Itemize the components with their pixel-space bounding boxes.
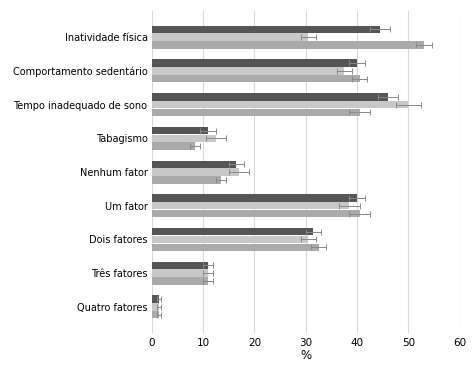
Bar [152, 135, 216, 142]
Bar [152, 194, 357, 202]
Bar [152, 101, 409, 108]
Bar [152, 41, 424, 49]
Bar [152, 262, 208, 269]
Bar [152, 34, 308, 41]
Bar [152, 236, 308, 243]
Bar [152, 295, 159, 303]
X-axis label: %: % [300, 349, 311, 362]
Bar [152, 243, 319, 251]
Bar [152, 26, 380, 33]
Bar [152, 142, 195, 150]
Bar [152, 60, 357, 67]
Bar [152, 67, 344, 75]
Bar [152, 311, 159, 318]
Bar [152, 127, 208, 134]
Bar [152, 269, 208, 277]
Bar [152, 93, 388, 101]
Bar [152, 176, 221, 184]
Bar [152, 161, 237, 168]
Bar [152, 75, 360, 83]
Bar [152, 168, 239, 176]
Bar [152, 277, 208, 285]
Bar [152, 228, 313, 235]
Bar [152, 303, 159, 310]
Bar [152, 210, 360, 217]
Bar [152, 202, 349, 209]
Bar [152, 109, 360, 116]
